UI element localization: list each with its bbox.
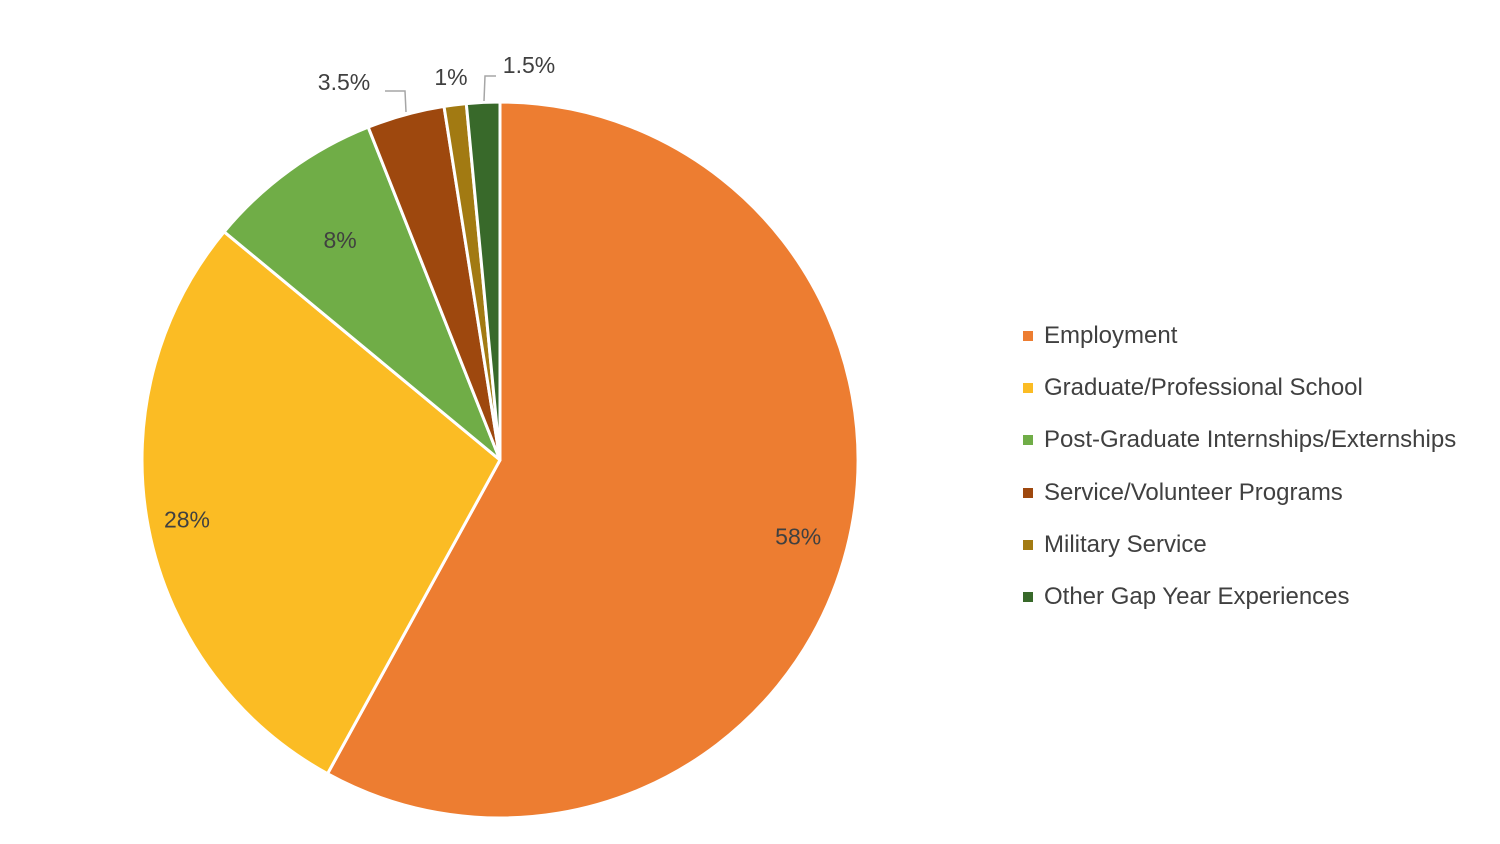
legend-swatch [1023, 331, 1033, 342]
pie-leader-lines [385, 75, 496, 113]
legend-item-other-gap-year-experiences: Other Gap Year Experiences [1023, 571, 1456, 623]
pie-slice-employment [326, 100, 860, 820]
data-label-other-gap-year-experiences: 1.5% [503, 52, 555, 78]
legend-swatch [1023, 487, 1033, 498]
legend-swatch [1023, 539, 1033, 550]
legend-swatch [1023, 383, 1033, 394]
legend-label: Graduate/Professional School [1044, 374, 1363, 402]
pie-data-labels: 58% 28% 8% 3.5% 1% 1.5% [164, 52, 821, 550]
legend-item-post-graduate-internships-externships: Post-Graduate Internships/Externships [1023, 414, 1456, 466]
legend-item-military-service: Military Service [1023, 519, 1456, 571]
legend-label: Other Gap Year Experiences [1044, 583, 1350, 611]
leader-line-service-volunteer-programs [385, 90, 407, 113]
data-label-service-volunteer-programs: 3.5% [318, 69, 370, 95]
data-label-graduate-professional-school: 28% [164, 507, 210, 533]
pie-slice-graduate-professional-school [140, 230, 502, 776]
pie-slice-post-graduate-internships-externships [222, 125, 502, 462]
legend-label: Service/Volunteer Programs [1044, 478, 1343, 506]
chart-legend: Employment Graduate/Professional School Po… [1023, 310, 1456, 623]
legend-swatch [1023, 435, 1033, 446]
legend-item-graduate-professional-school: Graduate/Professional School [1023, 362, 1456, 414]
data-label-military-service: 1% [434, 64, 467, 90]
legend-label: Employment [1044, 322, 1178, 350]
pie-slice-other-gap-year-experiences [464, 100, 502, 462]
legend-item-employment: Employment [1023, 310, 1456, 362]
legend-item-service-volunteer-programs: Service/Volunteer Programs [1023, 467, 1456, 519]
data-label-post-graduate-internships-externships: 8% [323, 227, 356, 253]
data-label-employment: 58% [775, 524, 821, 550]
leader-line-other-gap-year-experiences [483, 75, 496, 102]
legend-label: Military Service [1044, 530, 1207, 558]
legend-swatch [1023, 592, 1033, 603]
legend-label: Post-Graduate Internships/Externships [1044, 426, 1457, 454]
pie-slices [140, 100, 860, 820]
